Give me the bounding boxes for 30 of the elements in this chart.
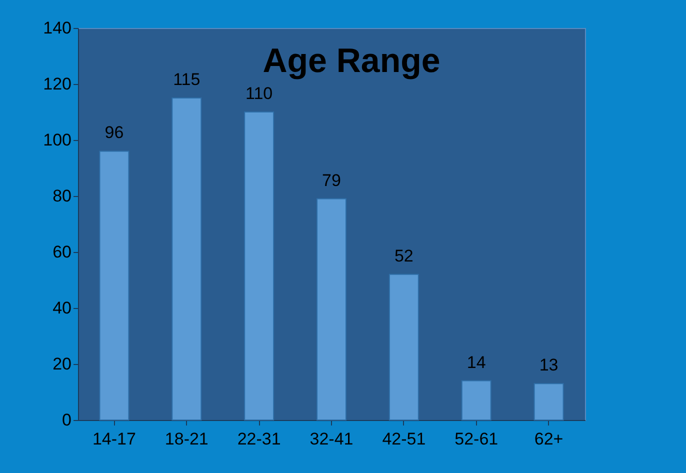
- data-label: 14: [466, 352, 486, 372]
- x-tick-label: 14-17: [92, 430, 136, 448]
- y-tick-label: 0: [62, 410, 72, 430]
- x-tick-label: 52-61: [454, 430, 498, 448]
- chart-title: Age Range: [262, 42, 440, 80]
- bar: [461, 380, 492, 420]
- y-tick-label: 100: [43, 130, 72, 150]
- data-label: 79: [322, 170, 341, 190]
- data-label: 110: [246, 84, 273, 103]
- bar: [316, 198, 346, 420]
- y-tick-label: 60: [52, 242, 72, 262]
- bar: [388, 274, 419, 420]
- bar: [172, 98, 202, 420]
- x-tick-label: 22-31: [237, 430, 281, 448]
- y-tick-label: 20: [52, 354, 72, 374]
- bar: [534, 383, 564, 420]
- data-label: 115: [173, 70, 200, 89]
- x-tick-label: 62+: [534, 430, 564, 448]
- x-tick-label: 18-21: [164, 430, 208, 448]
- bar: [99, 150, 130, 420]
- y-tick-label: 140: [43, 18, 72, 38]
- x-tick-label: 42-51: [382, 430, 426, 448]
- y-tick-label: 80: [52, 186, 72, 206]
- data-label: 52: [394, 246, 414, 266]
- y-tick-label: 40: [52, 298, 72, 318]
- x-tick-label: 32-41: [310, 430, 354, 448]
- y-tick-label: 120: [43, 74, 72, 94]
- data-label: 96: [104, 123, 124, 142]
- bar: [244, 112, 274, 420]
- data-label: 13: [539, 356, 558, 375]
